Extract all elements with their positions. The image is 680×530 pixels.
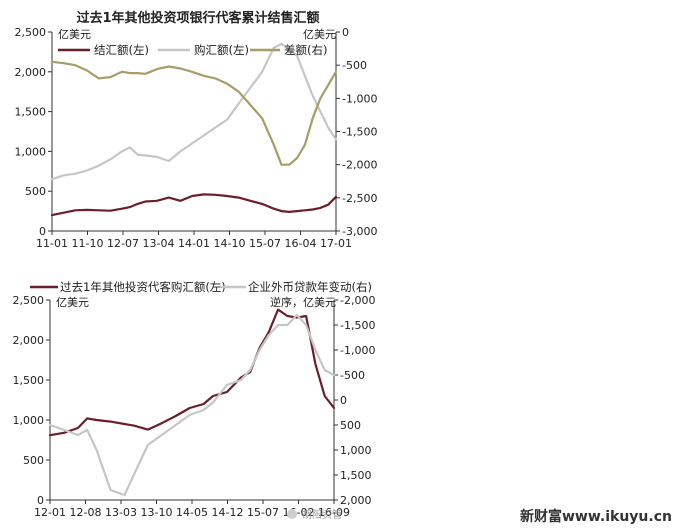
chart-1-left-ticks: 0 500 1,000 1,500 2,000 2,500 xyxy=(15,26,52,238)
chart-2-x-tick-label: 13-10 xyxy=(141,506,173,519)
chart-1-left-unit: 亿美元 xyxy=(58,28,91,41)
chart-2-right-tick-label: 1,500 xyxy=(340,469,372,482)
chart-2-right-tick-label: -2,000 xyxy=(340,294,375,307)
chart-1-right-tick-label: -1,000 xyxy=(342,92,377,105)
chart-2-left-tick-label: 1,000 xyxy=(13,414,45,427)
chart-2-legend-label-0: 过去1年其他投资代客购汇额(左) xyxy=(60,280,226,294)
chart-2-right-tick-label: 1,000 xyxy=(340,444,372,457)
footer-watermark: 胡阳资管 xyxy=(302,508,342,521)
chart-1-left-tick-label: 2,000 xyxy=(15,66,47,79)
chart-2-series xyxy=(48,308,336,497)
chart-2-left-tick-label: 1,500 xyxy=(13,374,45,387)
chart-2: 过去1年其他投资代客购汇额(左) 企业外币贷款年变动(右) 亿美元 逆序，亿美元… xyxy=(13,280,376,519)
chart-1-left-tick-label: 1,000 xyxy=(15,145,47,158)
chart-1: 过去1年其他投资项银行代客累计结售汇额 亿美元 亿美元 0 500 1,000 1,5… xyxy=(15,10,378,250)
chart-2-x-ticks: 12-01 12-08 13-03 13-10 14-05 14-12 15-07 16-02… xyxy=(34,500,350,519)
chart-1-right-unit: 亿美元 xyxy=(303,28,336,41)
chart-1-x-tick-label: 11-10 xyxy=(72,237,104,250)
chart-1-left-tick-label: 500 xyxy=(25,185,46,198)
chart-2-x-tick-label: 12-08 xyxy=(70,506,102,519)
chart-2-left-unit: 亿美元 xyxy=(56,296,89,309)
chart-1-left-tick-label: 2,500 xyxy=(15,26,47,39)
chart-2-right-tick-label: 500 xyxy=(340,419,361,432)
chart-1-series-line-1 xyxy=(50,42,338,181)
chart-2-left-tick-label: 500 xyxy=(23,454,44,467)
chart-2-right-tick-label: 2,000 xyxy=(340,494,372,507)
chart-2-left-tick-label: 0 xyxy=(37,494,44,507)
chart-1-right-tick-label: 0 xyxy=(342,26,349,39)
chart-1-x-tick-label: 15-07 xyxy=(249,237,281,250)
chart-2-legend: 过去1年其他投资代客购汇额(左) 企业外币贷款年变动(右) xyxy=(30,280,372,294)
chart-1-left-tick-label: 1,500 xyxy=(15,106,47,119)
chart-1-right-ticks: -3,000 -2,500 -2,000 -1,500 -1,000 -500 0 xyxy=(336,26,377,238)
chart-1-right-tick-label: -3,000 xyxy=(342,225,377,238)
chart-2-x-tick-label: 14-12 xyxy=(212,506,244,519)
chart-1-x-tick-label: 16-04 xyxy=(285,237,317,250)
chart-2-x-tick-label: 14-05 xyxy=(176,506,208,519)
chart-2-x-tick-label: 16-09 xyxy=(318,506,350,519)
chart-2-series-line-1 xyxy=(48,313,336,497)
chart-1-x-tick-label: 11-01 xyxy=(36,237,68,250)
chart-2-right-tick-label: -1,500 xyxy=(340,319,375,332)
chart-1-legend: 结汇额(左) 购汇额(左) 差额(右) xyxy=(58,43,327,57)
chart-1-left-tick-label: 0 xyxy=(39,225,46,238)
chart-1-title: 过去1年其他投资项银行代客累计结售汇额 xyxy=(76,10,319,26)
chart-1-x-tick-label: 14-10 xyxy=(214,237,246,250)
chart-2-x-tick-label: 15-07 xyxy=(247,506,279,519)
chart-2-left-tick-label: 2,000 xyxy=(13,334,45,347)
chart-2-series-line-0 xyxy=(48,308,336,437)
footer-site: 新财富www.ikuyu.cn xyxy=(520,508,672,525)
chart-1-x-tick-label: 14-01 xyxy=(178,237,210,250)
chart-1-legend-label-2: 差额(右) xyxy=(284,43,327,57)
chart-1-legend-label-1: 购汇额(左) xyxy=(194,43,249,57)
chart-2-right-tick-label: -1,000 xyxy=(340,344,375,357)
chart-1-series-line-0 xyxy=(50,193,338,217)
chart-1-x-tick-label: 13-04 xyxy=(143,237,175,250)
chart-2-x-tick-label: 13-03 xyxy=(105,506,137,519)
footer: 胡阳资管 新财富www.ikuyu.cn xyxy=(287,508,672,525)
chart-1-legend-label-0: 结汇额(左) xyxy=(94,43,149,57)
wechat-icon xyxy=(287,509,297,519)
chart-1-series-line-2 xyxy=(50,60,338,166)
chart-1-x-tick-label: 12-07 xyxy=(107,237,139,250)
chart-2-right-ticks: -2,000 -1,500 -1,000 -500 0 500 1,000 1,500 2,00… xyxy=(334,294,375,507)
chart-1-series xyxy=(50,42,338,217)
chart-1-right-tick-label: -1,500 xyxy=(342,126,377,139)
chart-2-right-tick-label: 0 xyxy=(340,394,347,407)
chart-1-x-ticks: 11-01 11-10 12-07 13-04 14-01 14-10 15-07 16-04… xyxy=(36,231,352,250)
chart-2-legend-label-1: 企业外币贷款年变动(右) xyxy=(248,280,372,294)
chart-2-right-tick-label: -500 xyxy=(340,369,365,382)
chart-1-right-tick-label: -2,500 xyxy=(342,192,377,205)
chart-2-left-tick-label: 2,500 xyxy=(13,294,45,307)
chart-2-x-tick-label: 12-01 xyxy=(34,506,66,519)
chart-1-x-tick-label: 17-01 xyxy=(320,237,352,250)
chart-2-right-unit: 逆序，亿美元 xyxy=(270,295,336,309)
chart-2-left-ticks: 0 500 1,000 1,500 2,000 2,500 xyxy=(13,294,50,507)
chart-1-right-tick-label: -2,000 xyxy=(342,159,377,172)
chart-1-right-tick-label: -500 xyxy=(342,59,367,72)
